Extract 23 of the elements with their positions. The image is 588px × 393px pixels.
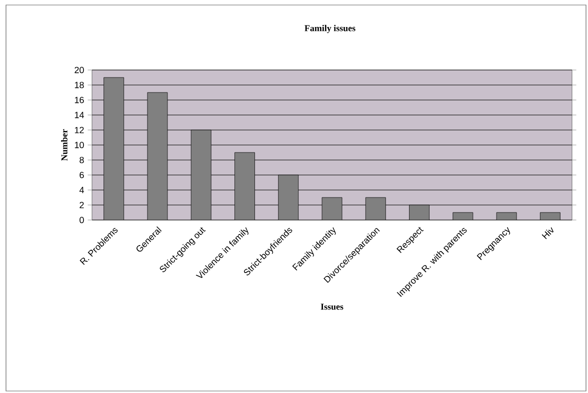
- x-axis-title: Issues: [320, 304, 344, 310]
- y-tick-label: 8: [80, 156, 84, 164]
- y-tick-label: 12: [74, 126, 84, 134]
- y-tick-label: 4: [79, 186, 84, 194]
- x-tick-label: Hiv: [542, 227, 554, 240]
- bar: [147, 92, 168, 220]
- y-tick-label: 14: [74, 112, 84, 118]
- y-tick-label: 20: [74, 66, 84, 74]
- bar: [278, 174, 299, 220]
- y-tick-label: 16: [74, 96, 84, 104]
- bar: [322, 197, 342, 220]
- bar: [234, 152, 255, 220]
- bar: [365, 197, 386, 220]
- bar: [409, 204, 430, 220]
- y-tick-label: 10: [74, 142, 84, 148]
- bar: [190, 130, 212, 220]
- bar: [104, 77, 124, 220]
- y-tick-label: 2: [80, 202, 84, 208]
- chart-title: Family issues: [304, 24, 356, 34]
- y-axis-title: Number: [61, 129, 68, 161]
- y-tick-label: 6: [80, 172, 84, 178]
- y-tick-label: 0: [80, 216, 84, 224]
- y-tick-label: 18: [74, 82, 84, 88]
